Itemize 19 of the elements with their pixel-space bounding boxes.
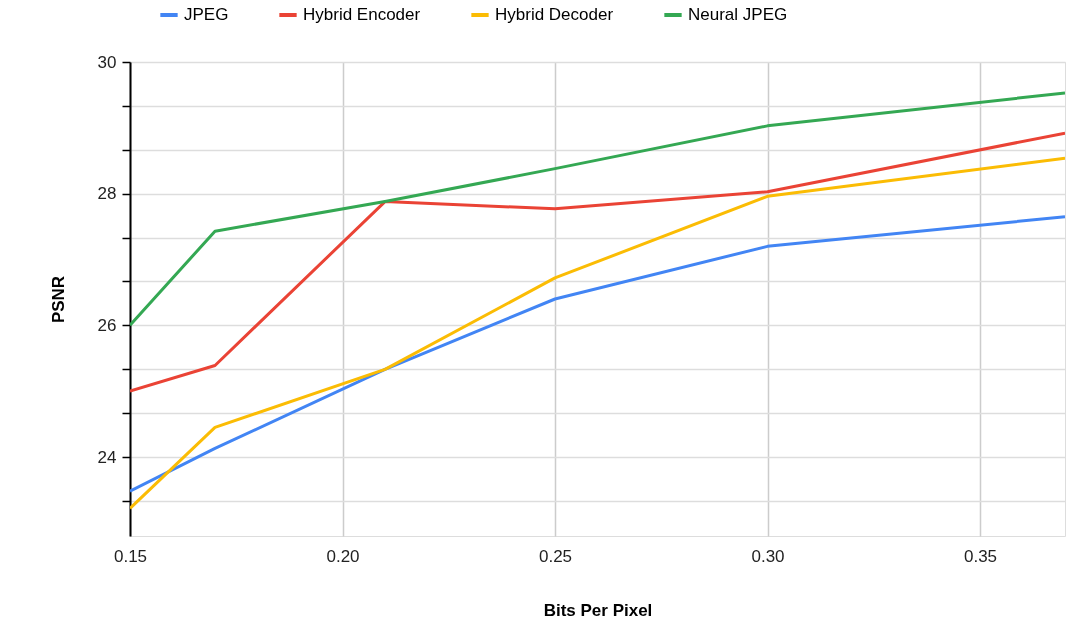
y-tick-label: 30 — [97, 52, 117, 72]
line-series — [130, 156, 1065, 510]
x-tick-label: 0.30 — [751, 546, 785, 566]
line-series — [130, 215, 1065, 493]
line-series — [130, 91, 1065, 327]
legend-label: Hybrid Decoder — [495, 5, 614, 24]
legend-label: JPEG — [184, 5, 229, 24]
x-tick-label: 0.15 — [113, 546, 148, 566]
y-axis-title: PSNR — [48, 275, 68, 324]
legend-label: Hybrid Encoder — [303, 5, 421, 24]
y-tick-label: 28 — [97, 184, 117, 204]
legend-label: Neural JPEG — [688, 5, 788, 24]
x-tick-label: 0.20 — [326, 546, 360, 566]
x-tick-label: 0.25 — [538, 546, 573, 566]
line-series — [130, 131, 1065, 393]
y-tick-label: 26 — [97, 315, 117, 335]
y-tick-label: 24 — [97, 447, 117, 467]
x-tick-label: 0.35 — [963, 546, 998, 566]
x-axis-title: Bits Per Pixel — [543, 600, 653, 620]
